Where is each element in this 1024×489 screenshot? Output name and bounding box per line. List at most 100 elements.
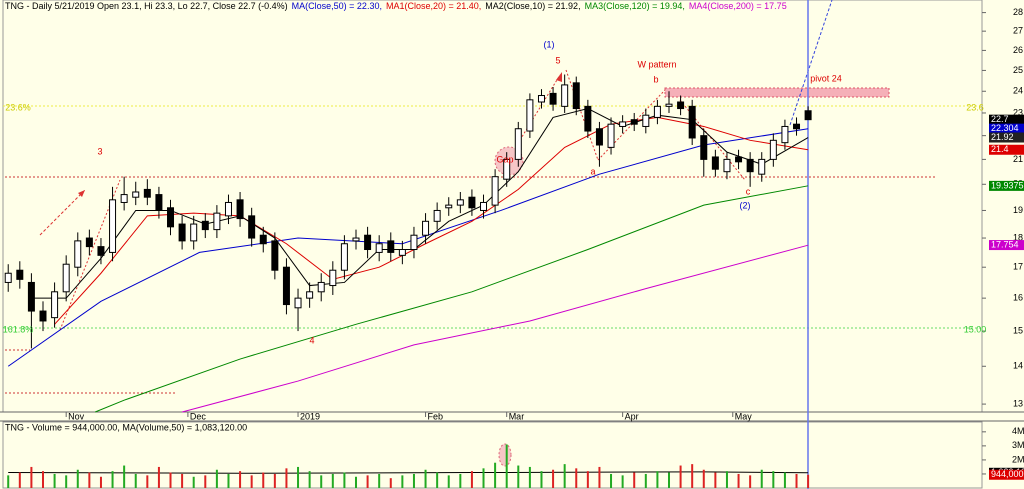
volume-bar: [795, 473, 798, 488]
y-tick-label: 17: [1013, 262, 1023, 272]
header-segment: TNG - Daily 5/21/2019 Open 23.1, Hi 23.3…: [5, 1, 288, 11]
volume-bar: [470, 471, 473, 488]
volume-bar: [563, 464, 566, 488]
candle-body: [178, 223, 186, 242]
candle-body: [85, 237, 93, 248]
volume-bar: [146, 475, 149, 488]
candle-body: [595, 128, 603, 146]
volume-bar: [239, 471, 242, 488]
volume-bar: [204, 475, 207, 488]
candle-body: [584, 105, 592, 132]
volume-bar: [517, 465, 520, 488]
x-tick-label: Nov: [68, 411, 85, 421]
volume-bar: [667, 472, 670, 488]
volume-bar: [65, 475, 68, 488]
wave-line: [59, 179, 121, 331]
candle-body: [723, 158, 731, 173]
volume-bar: [308, 471, 311, 488]
moving-average: [94, 185, 809, 413]
y-tick-label: 23: [1013, 107, 1023, 117]
volume-bar: [482, 468, 485, 488]
candle-body: [167, 207, 175, 228]
volume-bar: [88, 472, 91, 488]
y-tick-label: 28: [1013, 7, 1023, 17]
candle-body: [340, 243, 348, 271]
volume-bar: [30, 466, 33, 488]
x-tick-label: Feb: [428, 411, 444, 421]
volume-bar: [262, 472, 265, 488]
candle-body: [468, 196, 476, 209]
volume-bar: [343, 472, 346, 488]
y-tick-label: 27: [1013, 26, 1023, 36]
volume-bar: [111, 471, 114, 488]
value-box-label: 17.754: [991, 239, 1019, 249]
candle-body: [259, 234, 267, 245]
y-tick-label: 4M: [1012, 426, 1024, 436]
volume-bar: [354, 476, 357, 488]
value-box: [989, 132, 1024, 143]
volume-bar: [123, 465, 126, 488]
moving-average: [181, 244, 809, 413]
wave-arrow: [39, 189, 86, 236]
candle-body: [700, 135, 708, 160]
volume-bar: [644, 473, 647, 488]
y-tick-label: 16: [1013, 293, 1023, 303]
volume-bar: [41, 471, 44, 488]
annotation: c: [746, 186, 751, 196]
volume-bar: [447, 475, 450, 488]
candle-body: [282, 266, 290, 306]
volume-bar: [412, 473, 415, 488]
x-tick-label: Mar: [509, 411, 525, 421]
candle-body: [642, 114, 650, 127]
volume-bar: [621, 475, 624, 488]
value-box-label: 22.304: [991, 123, 1019, 133]
candle-body: [561, 84, 569, 107]
volume-bar: [702, 469, 705, 488]
volume-header: TNG - Volume = 944,000.00, MA(Volume,50)…: [5, 422, 247, 432]
value-box-label: 21.4: [991, 144, 1009, 154]
value-box: [989, 114, 1024, 125]
candle-body: [132, 191, 140, 198]
volume-bar: [679, 465, 682, 488]
projection-line: [789, 0, 833, 126]
volume-bar: [169, 472, 172, 488]
candle-body: [364, 234, 372, 251]
wave-line: [597, 89, 666, 161]
y-tick-label: 21: [1013, 154, 1023, 164]
candle-body: [16, 269, 24, 280]
candle-body: [433, 209, 441, 222]
candle-body: [201, 220, 209, 231]
header-segment: MA4(Close,200) = 17.75: [689, 1, 787, 11]
value-box-label: 21.92: [991, 132, 1014, 142]
volume-bar: [76, 469, 79, 488]
candle-body: [120, 194, 128, 203]
header-segment: MA1(Close,20) = 21.40,: [386, 1, 481, 11]
value-box: [989, 180, 1024, 191]
volume-bar: [552, 469, 555, 488]
candle-body: [294, 297, 302, 309]
value-box-label: 22.7: [991, 114, 1009, 124]
candle-body: [410, 234, 418, 251]
volume-bar: [540, 471, 543, 488]
annotation: 5: [555, 55, 560, 65]
candle-body: [27, 281, 35, 312]
candle-body: [549, 92, 557, 105]
candle-body: [51, 291, 59, 319]
candle-body: [653, 105, 661, 118]
volume-bar: [18, 472, 21, 488]
volume-bar: [273, 473, 276, 488]
y-tick-label: 24: [1013, 86, 1023, 96]
candle-body: [746, 158, 754, 173]
candle-body: [236, 199, 244, 220]
candle-body: [422, 220, 430, 236]
volume-bar: [691, 464, 694, 488]
y-tick-label: 2M: [1012, 454, 1024, 464]
annotation: 23.6: [966, 102, 984, 112]
value-box: [989, 123, 1024, 134]
value-box: [989, 144, 1024, 155]
y-tick-label: 15: [1013, 325, 1023, 335]
candle-body: [793, 123, 801, 130]
annotation: W pattern: [637, 59, 676, 69]
